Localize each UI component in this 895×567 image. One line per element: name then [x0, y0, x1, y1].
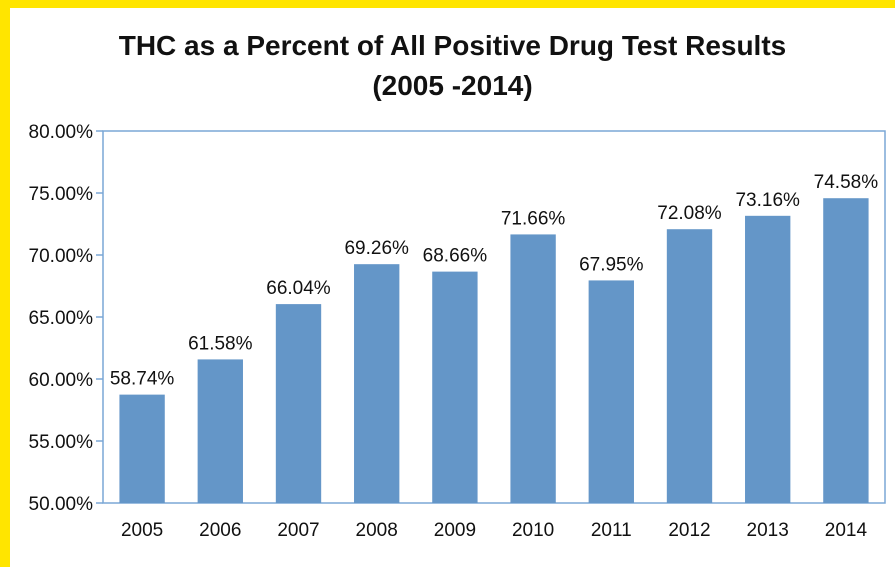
x-tick-label: 2007 — [277, 520, 319, 541]
data-label: 72.08% — [657, 203, 722, 224]
x-tick-label: 2013 — [747, 520, 789, 541]
x-tick-label: 2008 — [356, 520, 398, 541]
bar — [197, 359, 243, 503]
chart-frame: THC as a Percent of All Positive Drug Te… — [10, 8, 895, 567]
data-label: 67.95% — [579, 254, 644, 275]
data-label: 69.26% — [344, 238, 409, 259]
x-tick-label: 2006 — [199, 520, 241, 541]
bar — [119, 394, 165, 503]
x-tick-label: 2012 — [668, 520, 710, 541]
x-tick-label: 2014 — [825, 520, 868, 541]
chart-subtitle: (2005 -2014) — [372, 70, 533, 101]
y-tick-label: 70.00% — [29, 246, 94, 267]
bar — [666, 229, 713, 503]
x-tick-label: 2010 — [512, 520, 554, 541]
data-label: 74.58% — [814, 172, 879, 193]
bar — [275, 304, 322, 503]
y-tick-label: 50.00% — [29, 494, 94, 515]
y-tick-label: 55.00% — [29, 432, 94, 453]
bar — [823, 198, 869, 503]
x-tick-label: 2009 — [434, 520, 476, 541]
bar — [432, 271, 478, 503]
y-tick-label: 80.00% — [29, 122, 94, 143]
x-tick-label: 2011 — [591, 520, 632, 541]
y-tick-label: 60.00% — [29, 370, 94, 391]
chart-title: THC as a Percent of All Positive Drug Te… — [118, 30, 787, 61]
data-label: 58.74% — [110, 369, 175, 390]
data-label: 71.66% — [501, 208, 566, 229]
data-label: 61.58% — [188, 333, 253, 354]
data-label: 68.66% — [423, 246, 488, 267]
y-tick-label: 75.00% — [29, 184, 94, 205]
data-label: 66.04% — [266, 278, 331, 299]
bar — [510, 234, 556, 503]
bar-chart: 50.00% 55.00% 60.00% 65.00% 70.00% 75.00% 80.0… — [29, 122, 886, 541]
bar — [588, 280, 634, 503]
y-tick-label: 65.00% — [29, 308, 94, 329]
bar — [354, 264, 400, 503]
bar — [745, 215, 791, 504]
x-tick-label: 2005 — [121, 520, 163, 541]
data-label: 73.16% — [735, 190, 800, 211]
